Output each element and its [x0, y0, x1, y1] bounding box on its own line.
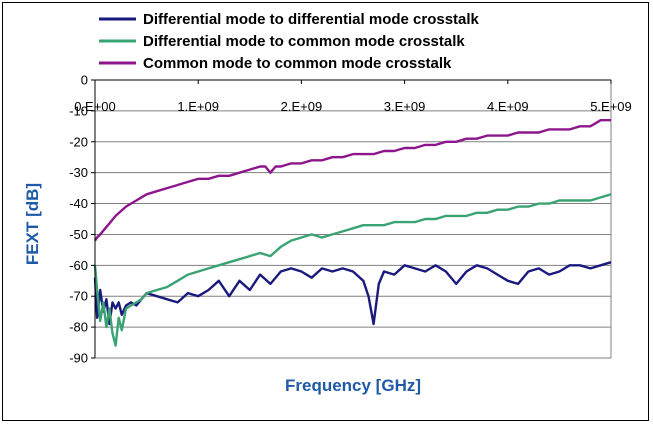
y-tick-label: -70 — [69, 289, 88, 304]
series-line-1 — [93, 261, 612, 326]
series-line-3 — [94, 118, 611, 242]
legend-label: Differential mode to differential mode c… — [143, 11, 480, 28]
series-line-2 — [93, 193, 612, 347]
legend-label: Common mode to common mode crosstalk — [143, 55, 452, 72]
y-tick-label: -20 — [69, 134, 88, 149]
y-tick-label: -80 — [69, 320, 88, 335]
y-tick-label: -90 — [69, 351, 88, 366]
y-tick-label: -10 — [69, 103, 88, 118]
legend-label: Differential mode to common mode crossta… — [143, 33, 465, 50]
x-tick-label: 3.E+09 — [384, 99, 426, 114]
y-axis-title: FEXT [dB] — [23, 183, 42, 265]
y-tick-label: 0 — [81, 73, 88, 88]
series-lines — [93, 118, 612, 347]
y-tick-label: -50 — [69, 227, 88, 242]
y-tick-label: -30 — [69, 165, 88, 180]
crosstalk-line-chart: Differential mode to differential mode c… — [23, 11, 632, 395]
chart-frame: Differential mode to differential mode c… — [2, 2, 649, 421]
plot-area — [94, 79, 612, 359]
x-tick-label: 4.E+09 — [487, 99, 529, 114]
x-tick-label: 0.E+00 — [74, 99, 116, 114]
legend: Differential mode to differential mode c… — [99, 11, 480, 72]
x-axis-title: Frequency [GHz] — [285, 376, 421, 395]
gridlines — [95, 110, 611, 328]
y-tick-label: -60 — [69, 258, 88, 273]
x-tick-label: 5.E+09 — [590, 99, 632, 114]
y-tick-labels: 0 -10 -20 -30 -40 -50 -60 -70 -80 -90 — [69, 73, 95, 366]
y-tick-label: -40 — [69, 196, 88, 211]
x-tick-label: 1.E+09 — [177, 99, 219, 114]
x-tick-label: 2.E+09 — [281, 99, 323, 114]
x-tick-labels: 0.E+00 1.E+09 2.E+09 3.E+09 4.E+09 5.E+09 — [74, 80, 632, 114]
